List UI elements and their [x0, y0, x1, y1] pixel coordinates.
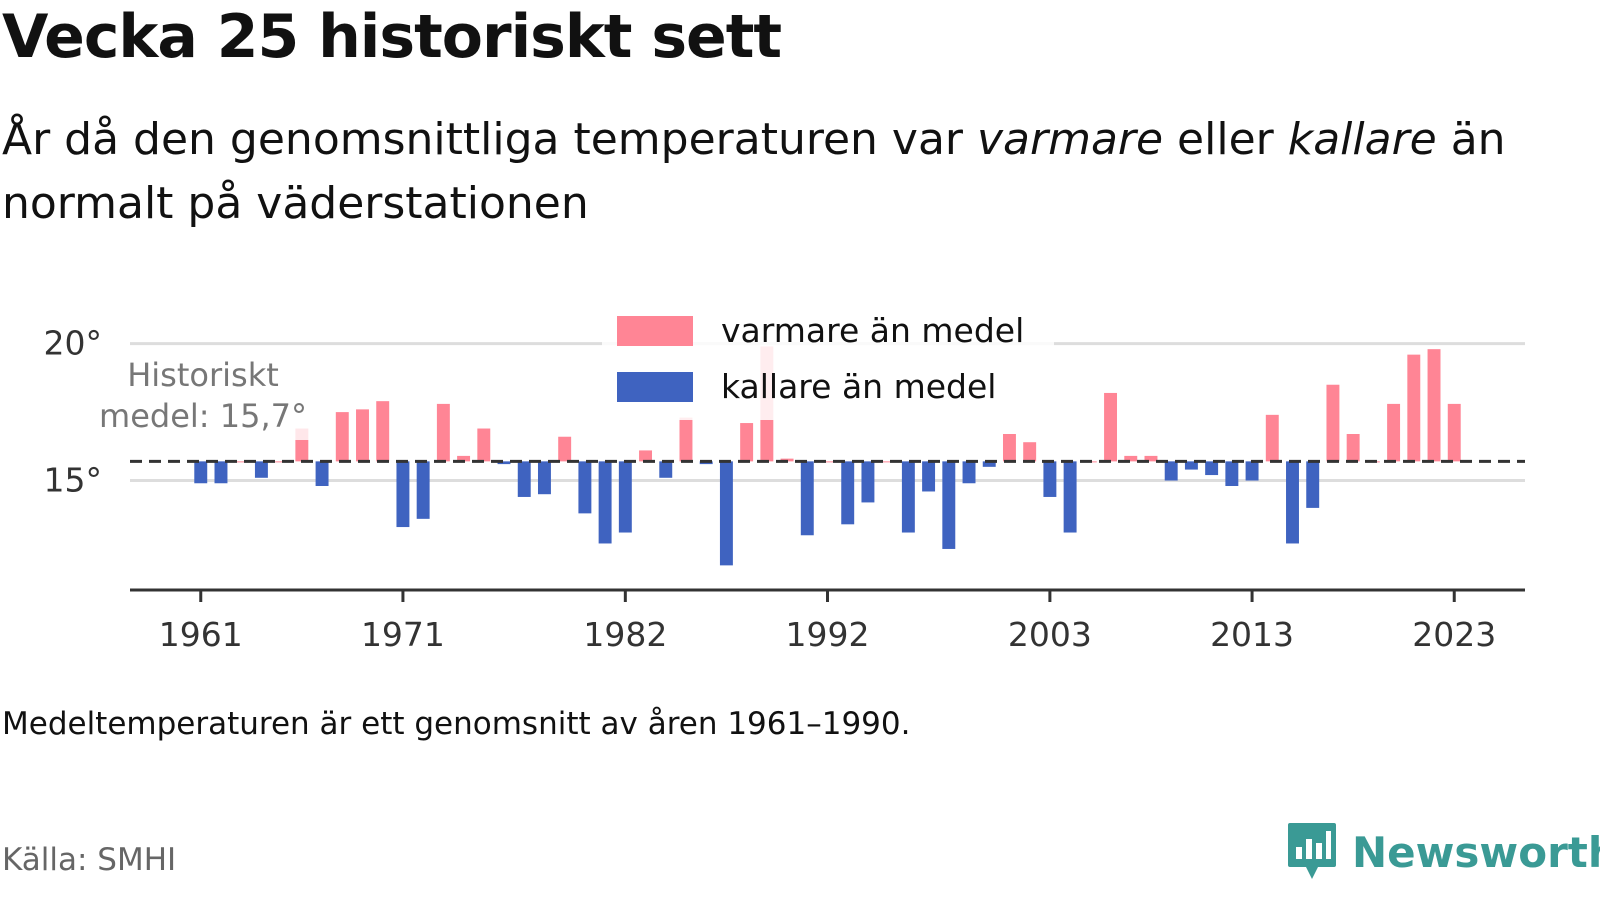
x-tick-label: 2023	[1412, 615, 1496, 654]
cold-bar	[315, 461, 329, 486]
warm-bar	[1447, 403, 1461, 462]
brand-logo: Newsworthy	[1286, 822, 1600, 882]
cold-bar	[942, 461, 956, 549]
cold-bar	[517, 461, 531, 497]
legend-cold-label: kallare än medel	[721, 367, 996, 406]
warm-bar	[740, 423, 754, 462]
warm-bar	[1144, 455, 1158, 462]
cold-bar	[1225, 461, 1239, 486]
y-tick-label: 20°	[44, 324, 103, 363]
subtitle-text-start: År då den genomsnittliga temperaturen va…	[2, 114, 977, 165]
cold-bar	[618, 461, 632, 533]
cold-bar	[254, 461, 268, 478]
cold-bar	[1063, 461, 1077, 533]
cold-bar	[1205, 461, 1219, 476]
newsworthy-logo-icon	[1288, 823, 1336, 879]
legend-cold-swatch	[617, 372, 693, 402]
warm-bar	[1124, 455, 1138, 462]
cold-bar	[396, 461, 410, 528]
x-tick-label: 2003	[1008, 615, 1092, 654]
subtitle-cold-word: kallare	[1287, 114, 1437, 165]
cold-bar	[962, 461, 976, 484]
cold-bar	[1184, 461, 1198, 470]
baseline-label-line2: medel: 15,7°	[99, 397, 307, 435]
cold-bar	[416, 461, 430, 519]
warm-bar	[335, 412, 349, 462]
warm-bar	[1387, 403, 1401, 462]
warm-bar	[1104, 392, 1118, 462]
source-label: Källa: SMHI	[2, 842, 177, 878]
warm-bar	[477, 428, 491, 462]
cold-bar	[497, 461, 511, 465]
page-subtitle: År då den genomsnittliga temperaturen va…	[2, 108, 1532, 236]
cold-bar	[578, 461, 592, 514]
cold-bar	[861, 461, 875, 503]
warm-bar	[376, 401, 390, 462]
cold-bar	[214, 461, 228, 484]
legend-warm-label: varmare än medel	[721, 311, 1024, 350]
x-tick-label: 1961	[159, 615, 243, 654]
legend-warm-swatch	[617, 316, 693, 346]
cold-bar	[982, 461, 996, 467]
subtitle-text-middle: eller	[1163, 114, 1288, 165]
warm-bar	[1326, 384, 1340, 462]
cold-bar	[1164, 461, 1178, 481]
subtitle-text-end: än normalt på väderstationen	[2, 114, 1506, 229]
warm-bar	[275, 461, 289, 463]
warm-bar	[1002, 434, 1016, 462]
warm-bar	[881, 461, 895, 463]
x-tick-label: 2013	[1210, 615, 1294, 654]
x-tick-label: 1982	[583, 615, 667, 654]
cold-bar	[598, 461, 612, 544]
y-tick-label: 15°	[44, 461, 103, 500]
cold-bar	[1245, 461, 1259, 481]
warm-bar	[1023, 442, 1037, 462]
warm-bar	[558, 436, 572, 462]
subtitle-warm-word: varmare	[976, 114, 1164, 165]
warm-bar	[1427, 349, 1441, 462]
warm-bar	[1346, 434, 1360, 462]
baseline-label-background	[92, 350, 314, 440]
cold-bar	[922, 461, 936, 492]
baseline-label-line1: Historiskt	[127, 356, 279, 394]
cold-bar	[194, 461, 208, 484]
cold-bar	[841, 461, 855, 525]
cold-bar	[719, 461, 733, 566]
x-tick-label: 1971	[361, 615, 445, 654]
warm-bar	[821, 461, 834, 463]
cold-bar	[901, 461, 915, 533]
warm-bar	[679, 417, 693, 462]
brand-name: Newsworthy	[1352, 827, 1600, 877]
cold-bar	[1043, 461, 1057, 497]
cold-bar	[537, 461, 551, 495]
footnote: Medeltemperaturen är ett genomsnitt av å…	[2, 706, 911, 742]
warm-bar	[457, 455, 471, 462]
warm-bar	[234, 461, 248, 463]
warm-bar	[1265, 414, 1279, 462]
warm-bar	[639, 450, 653, 462]
cold-bar	[1306, 461, 1320, 508]
x-tick-label: 1992	[786, 615, 870, 654]
warm-bar	[436, 403, 450, 462]
warm-bar	[1407, 354, 1421, 462]
cold-bar	[800, 461, 814, 536]
warm-bar	[356, 409, 369, 462]
cold-bar	[1286, 461, 1299, 544]
page-title: Vecka 25 historiskt sett	[2, 2, 782, 72]
cold-bar	[659, 461, 673, 478]
